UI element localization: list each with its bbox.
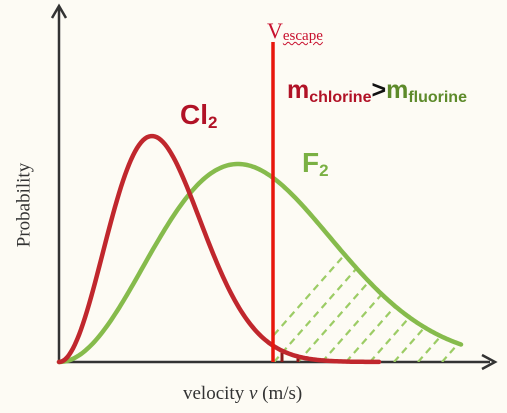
fluorine-curve-label: F2 bbox=[302, 147, 329, 180]
fluorine-mass-symbol: m bbox=[386, 76, 409, 104]
x-axis-arrowhead bbox=[481, 353, 498, 371]
chlorine-curve-label: Cl2 bbox=[180, 99, 218, 132]
hatch-line bbox=[417, 191, 462, 362]
hatch-line bbox=[273, 191, 425, 362]
x-axis-label-unit: (m/s) bbox=[257, 383, 303, 404]
hatch-line bbox=[321, 191, 462, 362]
y-axis-arrowhead bbox=[50, 3, 68, 19]
chlorine-curve bbox=[56, 133, 382, 365]
mass-relation: mchlorine>mfluorine bbox=[287, 78, 467, 106]
chlorine-symbol: Cl bbox=[180, 99, 208, 130]
y-axis-label: Probability bbox=[13, 162, 35, 248]
hatch-line bbox=[345, 191, 462, 362]
hatch-line bbox=[273, 191, 401, 362]
chlorine-subscript: 2 bbox=[208, 113, 218, 132]
fluorine-subscript: 2 bbox=[319, 161, 329, 180]
chlorine-mass-subscript: chlorine bbox=[309, 89, 372, 106]
x-axis-label-symbol: v bbox=[248, 383, 258, 404]
fluorine-mass-subscript: fluorine bbox=[408, 89, 467, 106]
greater-than-operator: > bbox=[371, 76, 387, 104]
chlorine-mass-symbol: m bbox=[287, 76, 310, 104]
hatch-line bbox=[490, 192, 507, 362]
escape-velocity-label: Vescape bbox=[267, 20, 323, 44]
x-axis-label-prefix: velocity bbox=[183, 383, 249, 404]
hatch-line bbox=[466, 192, 507, 362]
fluorine-curve bbox=[56, 161, 464, 365]
fluorine-escape-hatch bbox=[273, 191, 507, 362]
hatch-line bbox=[441, 191, 462, 362]
hatch-line bbox=[393, 191, 462, 362]
hatch-line bbox=[297, 191, 449, 362]
x-axis-label: velocity v (m/s) bbox=[183, 384, 302, 403]
escape-velocity-symbol: V bbox=[267, 18, 283, 43]
fluorine-symbol: F bbox=[302, 147, 320, 178]
escape-velocity-subscript: escape bbox=[282, 28, 323, 44]
